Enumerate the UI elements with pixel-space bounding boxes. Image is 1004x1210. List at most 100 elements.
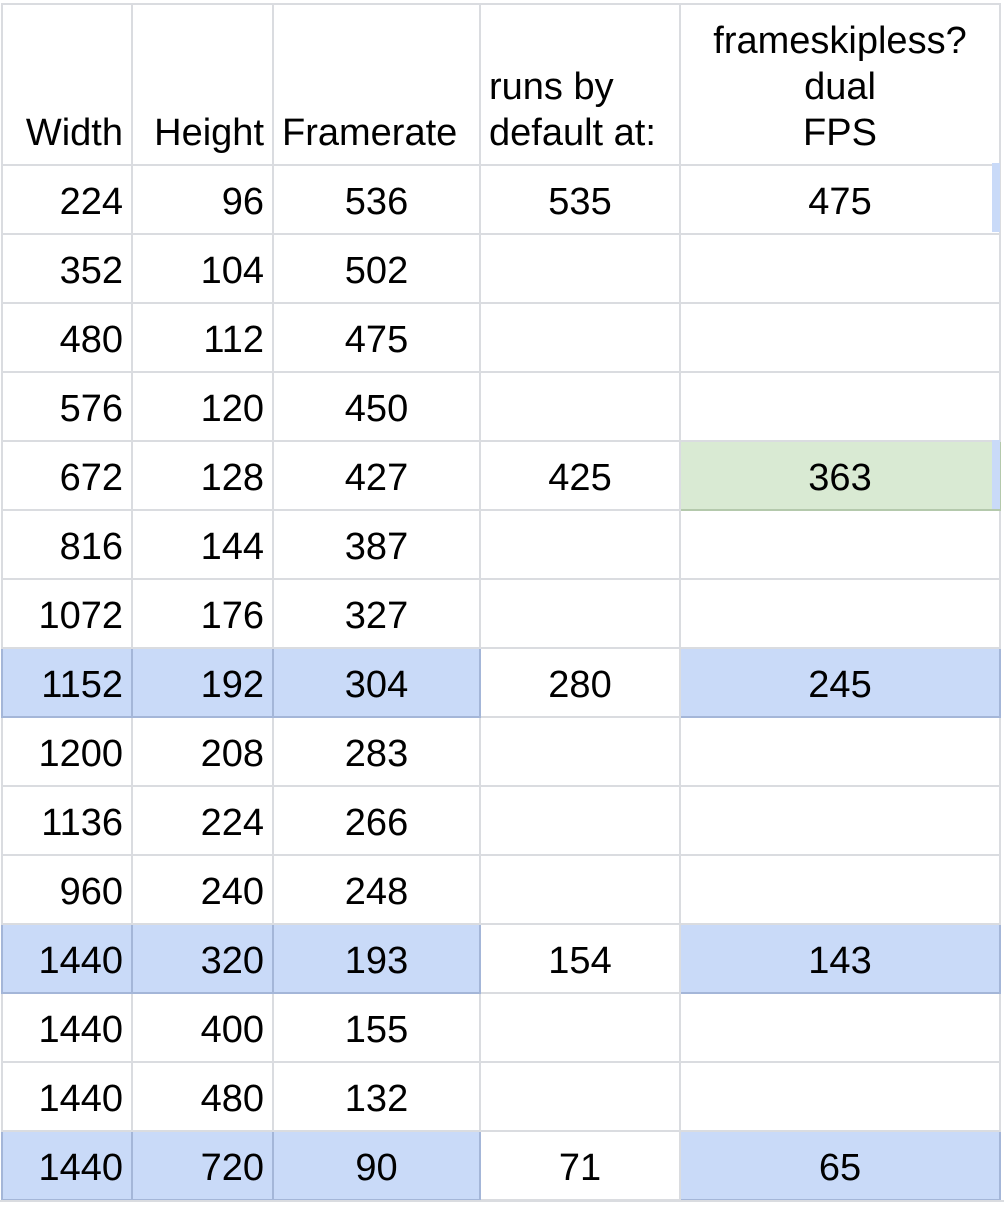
header-cell-framerate[interactable]: Framerate bbox=[272, 3, 481, 166]
cell-width[interactable]: 960 bbox=[1, 854, 133, 925]
cell-dual-fps[interactable] bbox=[679, 992, 1001, 1063]
cell-height[interactable]: 720 bbox=[131, 1130, 274, 1201]
table-row: 1440 720 90 71 65 bbox=[1, 1130, 1001, 1201]
cell-dual-fps[interactable]: 143 bbox=[679, 923, 1001, 994]
header-cell-width[interactable]: Width bbox=[1, 3, 133, 166]
cell-framerate[interactable]: 266 bbox=[272, 785, 481, 856]
cell-runs-by-default[interactable]: 535 bbox=[479, 164, 681, 235]
header-dual-line-3: FPS bbox=[803, 112, 877, 154]
cell-width[interactable]: 672 bbox=[1, 440, 133, 511]
cell-runs-by-default[interactable] bbox=[479, 233, 681, 304]
table-row: 1200 208 283 bbox=[1, 716, 1001, 787]
cell-height[interactable]: 480 bbox=[131, 1061, 274, 1132]
cell-runs-by-default[interactable]: 154 bbox=[479, 923, 681, 994]
cell-framerate[interactable]: 283 bbox=[272, 716, 481, 787]
header-cell-height[interactable]: Height bbox=[131, 3, 274, 166]
cell-width[interactable]: 816 bbox=[1, 509, 133, 580]
cell-framerate[interactable]: 90 bbox=[272, 1130, 481, 1201]
cell-framerate[interactable]: 155 bbox=[272, 992, 481, 1063]
cell-height[interactable]: 128 bbox=[131, 440, 274, 511]
header-height-label: Height bbox=[154, 112, 264, 154]
selection-edge-row-5 bbox=[992, 440, 1000, 509]
cell-height[interactable]: 224 bbox=[131, 785, 274, 856]
cell-height[interactable]: 112 bbox=[131, 302, 274, 373]
cell-height[interactable]: 320 bbox=[131, 923, 274, 994]
table-row: 480 112 475 bbox=[1, 302, 1001, 373]
cell-width[interactable]: 1200 bbox=[1, 716, 133, 787]
cell-runs-by-default[interactable]: 71 bbox=[479, 1130, 681, 1201]
cell-dual-fps[interactable] bbox=[679, 371, 1001, 442]
cell-framerate[interactable]: 536 bbox=[272, 164, 481, 235]
cell-width[interactable]: 480 bbox=[1, 302, 133, 373]
cell-dual-fps[interactable]: 363 bbox=[679, 440, 1001, 511]
cell-runs-by-default[interactable] bbox=[479, 785, 681, 856]
cell-framerate[interactable]: 304 bbox=[272, 647, 481, 718]
cell-dual-fps[interactable] bbox=[679, 1061, 1001, 1132]
table-row: 1440 320 193 154 143 bbox=[1, 923, 1001, 994]
cell-framerate[interactable]: 475 bbox=[272, 302, 481, 373]
cell-height[interactable]: 120 bbox=[131, 371, 274, 442]
cell-height[interactable]: 400 bbox=[131, 992, 274, 1063]
header-row: Width Height Framerate runs by default a… bbox=[1, 3, 1001, 166]
cell-runs-by-default[interactable]: 280 bbox=[479, 647, 681, 718]
cell-dual-fps[interactable] bbox=[679, 785, 1001, 856]
cell-height[interactable]: 176 bbox=[131, 578, 274, 649]
table-row: 1440 480 132 bbox=[1, 1061, 1001, 1132]
cell-dual-fps[interactable] bbox=[679, 578, 1001, 649]
header-runs-line-1: runs by bbox=[489, 66, 614, 108]
cell-framerate[interactable]: 132 bbox=[272, 1061, 481, 1132]
selection-edge-row-1 bbox=[992, 163, 1000, 232]
cell-width[interactable]: 1440 bbox=[1, 1130, 133, 1201]
cell-runs-by-default[interactable] bbox=[479, 509, 681, 580]
cell-height[interactable]: 208 bbox=[131, 716, 274, 787]
cell-width[interactable]: 224 bbox=[1, 164, 133, 235]
cell-runs-by-default[interactable] bbox=[479, 854, 681, 925]
cell-width[interactable]: 352 bbox=[1, 233, 133, 304]
cell-width[interactable]: 1440 bbox=[1, 992, 133, 1063]
cell-dual-fps[interactable] bbox=[679, 302, 1001, 373]
cell-height[interactable]: 240 bbox=[131, 854, 274, 925]
cell-dual-fps[interactable] bbox=[679, 854, 1001, 925]
cell-dual-fps[interactable]: 65 bbox=[679, 1130, 1001, 1201]
cell-runs-by-default[interactable]: 425 bbox=[479, 440, 681, 511]
cell-runs-by-default[interactable] bbox=[479, 371, 681, 442]
cell-framerate[interactable]: 327 bbox=[272, 578, 481, 649]
cell-height[interactable]: 96 bbox=[131, 164, 274, 235]
cell-width[interactable]: 1440 bbox=[1, 923, 133, 994]
cell-runs-by-default[interactable] bbox=[479, 578, 681, 649]
table-row: 1440 400 155 bbox=[1, 992, 1001, 1063]
cell-height[interactable]: 192 bbox=[131, 647, 274, 718]
cell-dual-fps[interactable]: 245 bbox=[679, 647, 1001, 718]
header-cell-dual-fps[interactable]: frameskipless? dual FPS bbox=[679, 3, 1001, 166]
cell-framerate[interactable]: 427 bbox=[272, 440, 481, 511]
cell-framerate[interactable]: 193 bbox=[272, 923, 481, 994]
header-cell-runs-by-default[interactable]: runs by default at: bbox=[479, 3, 681, 166]
cell-framerate[interactable]: 502 bbox=[272, 233, 481, 304]
cell-width[interactable]: 576 bbox=[1, 371, 133, 442]
cell-height[interactable]: 104 bbox=[131, 233, 274, 304]
header-framerate-label: Framerate bbox=[282, 112, 458, 154]
cell-framerate[interactable]: 387 bbox=[272, 509, 481, 580]
table-row: 576 120 450 bbox=[1, 371, 1001, 442]
cell-runs-by-default[interactable] bbox=[479, 716, 681, 787]
cell-height[interactable]: 144 bbox=[131, 509, 274, 580]
cell-width[interactable]: 1440 bbox=[1, 1061, 133, 1132]
header-width-label: Width bbox=[25, 112, 123, 154]
cell-framerate[interactable]: 248 bbox=[272, 854, 481, 925]
cell-width[interactable]: 1152 bbox=[1, 647, 133, 718]
table-row: 816 144 387 bbox=[1, 509, 1001, 580]
cell-runs-by-default[interactable] bbox=[479, 1061, 681, 1132]
cell-runs-by-default[interactable] bbox=[479, 302, 681, 373]
cell-dual-fps[interactable] bbox=[679, 233, 1001, 304]
cell-framerate[interactable]: 450 bbox=[272, 371, 481, 442]
cell-dual-fps[interactable] bbox=[679, 509, 1001, 580]
cell-width[interactable]: 1072 bbox=[1, 578, 133, 649]
cell-runs-by-default[interactable] bbox=[479, 992, 681, 1063]
header-runs-line-2: default at: bbox=[489, 112, 656, 154]
table-row: 1152 192 304 280 245 bbox=[1, 647, 1001, 718]
table-row: 960 240 248 bbox=[1, 854, 1001, 925]
cell-dual-fps[interactable] bbox=[679, 716, 1001, 787]
cell-dual-fps[interactable]: 475 bbox=[679, 164, 1001, 235]
cell-width[interactable]: 1136 bbox=[1, 785, 133, 856]
